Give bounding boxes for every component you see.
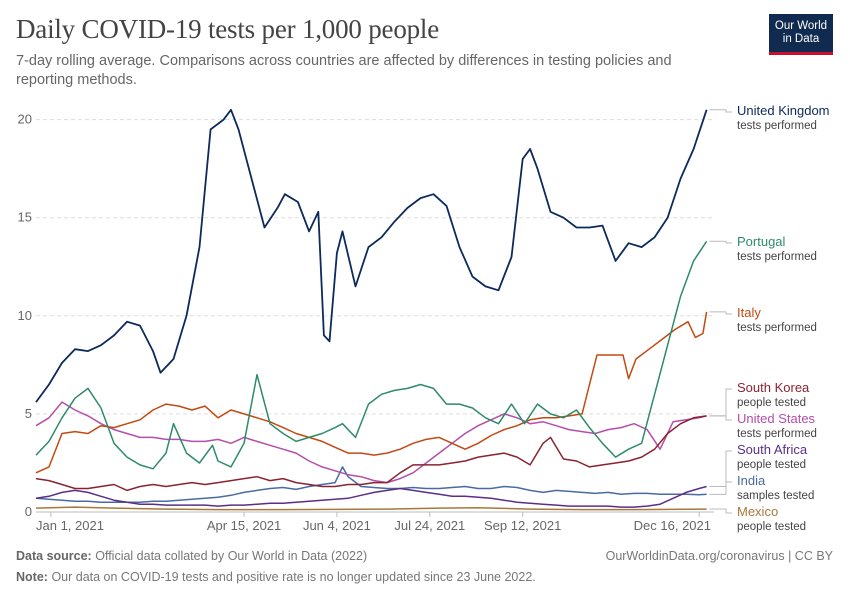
x-tick-label: Sep 12, 2021 (484, 518, 561, 533)
legend-entry-portugal[interactable]: Portugal tests performed (709, 234, 817, 263)
legend-series-name: United States (737, 411, 816, 426)
legend-entry-south-africa[interactable]: South Africa people tested (709, 442, 808, 487)
series-line-italy[interactable] (35, 311, 708, 474)
legend-entry-united-kingdom[interactable]: United Kingdom tests performed (709, 103, 830, 132)
series-line-united-kingdom[interactable] (35, 108, 708, 403)
y-tick-label: 15 (18, 210, 32, 225)
source-text: Official data collated by Our World in D… (95, 549, 368, 563)
legend-series-name: Portugal (737, 234, 786, 249)
legend-leader-line (709, 415, 732, 421)
legend-series-sublabel: samples tested (737, 490, 814, 502)
data-note: Note: Our data on COVID-19 tests and pos… (16, 570, 536, 584)
x-tick-label: Jul 24, 2021 (394, 518, 465, 533)
legend-series-name: United Kingdom (737, 103, 830, 118)
legend-leader-line (709, 481, 732, 495)
chart-title: Daily COVID-19 tests per 1,000 people (16, 14, 440, 44)
legend-leader-line (709, 311, 732, 315)
logo-line-1: Our World (774, 20, 828, 32)
chart-subtitle: 7-day rolling average. Comparisons acros… (16, 53, 672, 88)
source-url-link[interactable]: OurWorldinData.org/coronavirus | CC BY (605, 549, 833, 563)
note-text: Our data on COVID-19 tests and positive … (51, 570, 536, 584)
legend-series-sublabel: tests performed (737, 322, 817, 334)
series-line-portugal[interactable] (35, 240, 708, 470)
y-tick-label: 0 (25, 504, 32, 519)
x-tick-label: Apr 15, 2021 (207, 518, 281, 533)
legend-series-sublabel: tests performed (737, 120, 817, 132)
y-tick-label: 10 (18, 308, 32, 323)
source-label: Data source: (16, 549, 92, 563)
data-source: Data source: Official data collated by O… (16, 549, 367, 563)
legend-series-sublabel: tests performed (737, 251, 817, 263)
legend-leader-line (709, 508, 732, 514)
owid-logo[interactable]: Our World in Data (769, 14, 833, 55)
legend-series-name: Mexico (737, 504, 778, 519)
legend-entry-mexico[interactable]: Mexico people tested (709, 504, 806, 533)
series-line-mexico[interactable] (35, 506, 707, 511)
series-line-south-africa[interactable] (35, 485, 707, 508)
note-label: Note: (16, 570, 48, 584)
legend-leader-line (709, 450, 732, 487)
x-tick-label: Dec 16, 2021 (634, 518, 711, 533)
legend-series-name: Italy (737, 305, 761, 320)
legend-series-name: India (737, 473, 766, 488)
series-line-united-states[interactable] (35, 401, 707, 484)
x-tick-label: Jan 1, 2021 (36, 518, 104, 533)
x-tick-label: Jun 4, 2021 (303, 518, 371, 533)
legend-series-name: South Africa (737, 442, 808, 457)
legend-series-sublabel: people tested (737, 459, 806, 471)
legend-series-sublabel: people tested (737, 397, 806, 409)
legend-entry-united-states[interactable]: United States tests performed (709, 411, 817, 440)
legend-entry-south-korea[interactable]: South Korea people tested (709, 380, 810, 417)
legend-leader-line (709, 109, 732, 113)
y-tick-label: 5 (25, 406, 32, 421)
y-tick-label: 20 (18, 112, 32, 127)
legend-entry-italy[interactable]: Italy tests performed (709, 305, 817, 334)
series-line-south-korea[interactable] (35, 415, 707, 492)
legend-series-sublabel: people tested (737, 521, 806, 533)
legend-entry-india[interactable]: India samples tested (709, 473, 815, 502)
legend-leader-line (709, 388, 732, 417)
series-line-india[interactable] (35, 466, 707, 503)
legend-series-sublabel: tests performed (737, 428, 817, 440)
line-chart: 0 5 10 15 20 Jan 1, 2021 Apr 15, 2021 Jun 4, 20… (18, 103, 830, 533)
legend-leader-line (709, 240, 732, 244)
logo-line-2: in Data (782, 33, 820, 45)
legend-series-name: South Korea (737, 380, 810, 395)
